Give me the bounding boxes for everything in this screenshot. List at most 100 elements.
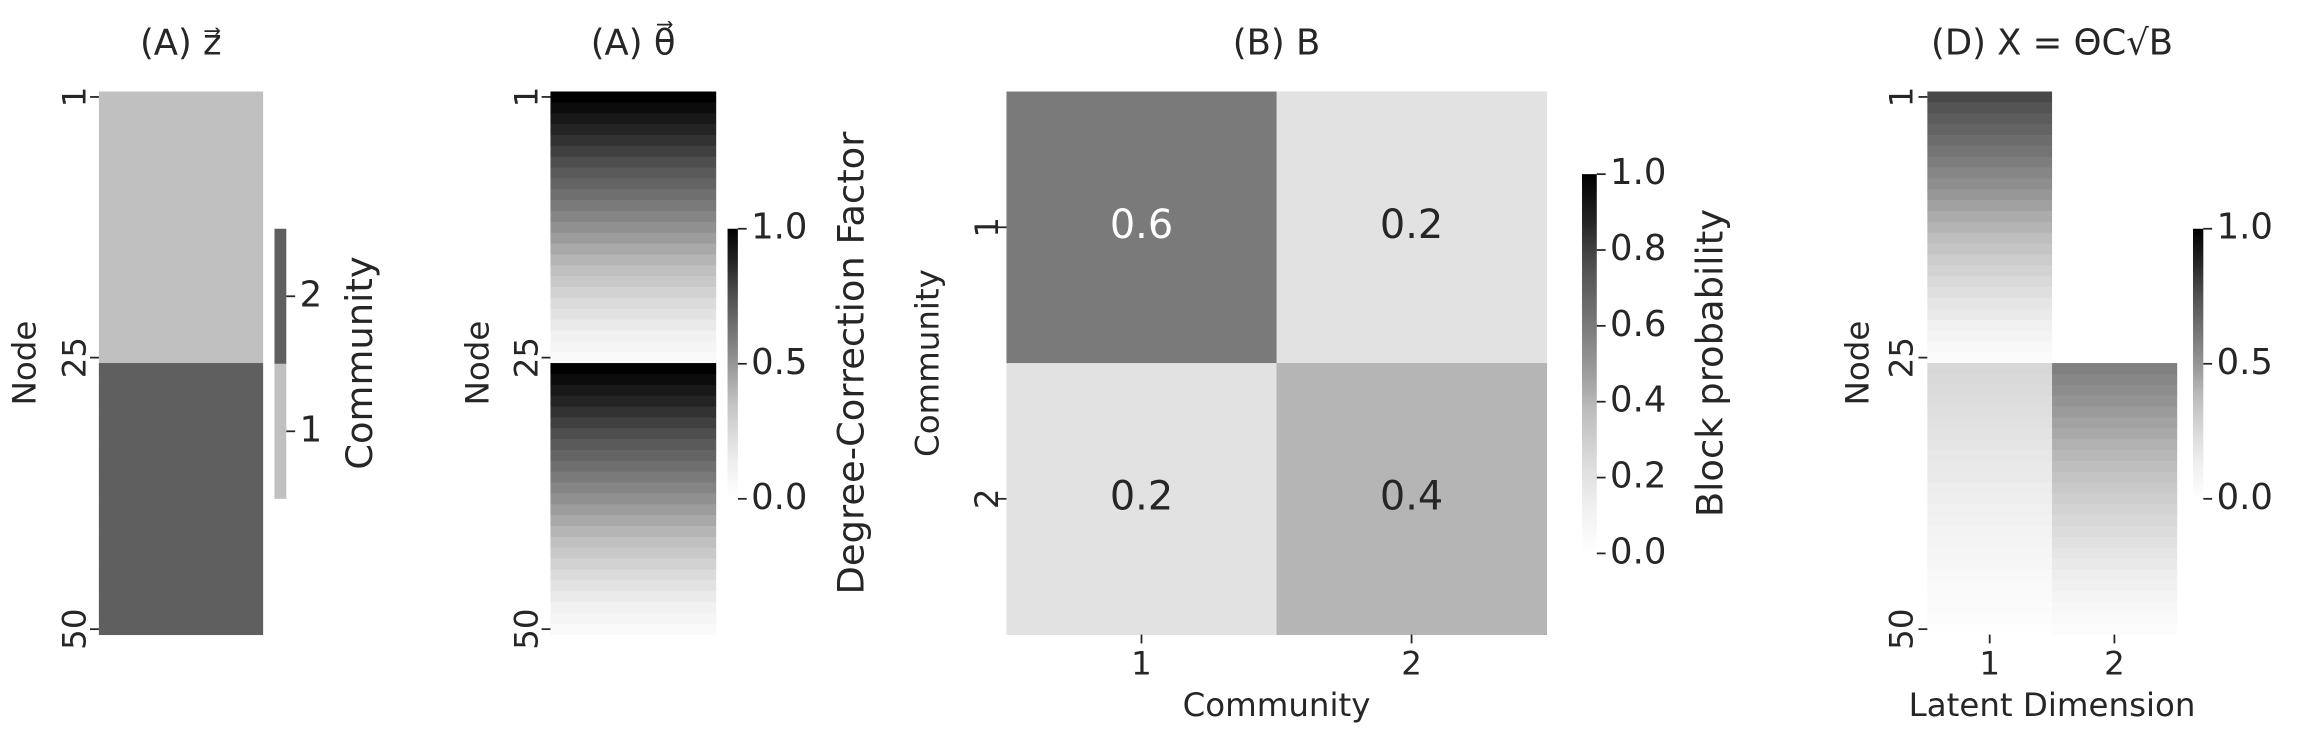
heatmap-cell <box>550 395 717 407</box>
heatmap-cell <box>550 232 717 245</box>
colorbar-tick-label: 0.4 <box>1610 380 1666 421</box>
heatmap-cell <box>550 602 717 614</box>
heatmap-cell <box>2052 297 2178 310</box>
heatmap-cell <box>1927 221 2053 234</box>
heatmap-cell <box>1927 569 2053 581</box>
colorbar-tick-label: 0.0 <box>1610 531 1666 572</box>
heatmap-cell <box>98 580 264 592</box>
heatmap-cell <box>1276 363 1548 636</box>
colorbar-tick-label: 1.0 <box>2217 207 2273 248</box>
heatmap-cell <box>2052 493 2178 505</box>
heatmap-cell <box>1927 124 2053 136</box>
heatmap-cell <box>1927 297 2053 310</box>
heatmap-cell <box>1927 276 2053 288</box>
colorbar <box>727 228 738 499</box>
heatmap-cell <box>98 504 264 516</box>
heatmap-cell <box>1927 113 2053 125</box>
heatmap-cell <box>98 547 264 560</box>
heatmap-cell <box>550 471 717 483</box>
heatmap-cell <box>2052 449 2178 462</box>
heatmap-cell <box>550 341 717 353</box>
heatmap-cell <box>1927 525 2053 538</box>
heatmap-cell <box>1927 254 2053 266</box>
heatmap-cell <box>2052 428 2178 440</box>
heatmap-cell <box>1927 91 2053 103</box>
x-tick-label: 2 <box>1401 645 1422 683</box>
y-tick-label: 25 <box>56 337 94 378</box>
heatmap-cell <box>2052 210 2178 223</box>
heatmap-cell <box>98 113 264 125</box>
heatmap-cell <box>98 569 264 581</box>
heatmap-cell <box>550 580 717 592</box>
heatmap-cell <box>1927 145 2053 158</box>
y-tick-label: 50 <box>507 609 545 650</box>
heatmap-cell <box>2052 102 2178 114</box>
colorbar-tick-label: 1.0 <box>1610 152 1666 193</box>
heatmap-cell <box>550 591 717 603</box>
heatmap-cell <box>1927 623 2053 636</box>
heatmap-cell <box>550 384 717 397</box>
heatmap-cell <box>98 145 264 158</box>
heatmap-cell <box>2052 623 2178 636</box>
heatmap-cell <box>2052 580 2178 592</box>
heatmap-cell <box>98 319 264 331</box>
colorbar-tick-label: 2 <box>300 274 323 315</box>
heatmap-cell <box>1006 363 1277 636</box>
heatmap-cell <box>98 276 264 288</box>
heatmap-cell <box>98 417 264 429</box>
heatmap-cell <box>98 460 264 473</box>
heatmap-cell <box>1927 308 2053 321</box>
heatmap-cell <box>550 558 717 570</box>
heatmap-cell <box>2052 417 2178 429</box>
heatmap-cell <box>1927 200 2053 212</box>
heatmap-cell <box>98 525 264 538</box>
colorbar-tick-label: 0.2 <box>1610 456 1666 497</box>
heatmap-cell <box>550 330 717 342</box>
heatmap-cell <box>550 482 717 494</box>
heatmap-cell <box>1927 167 2053 179</box>
heatmap-cell <box>550 308 717 321</box>
heatmap-cell <box>550 178 717 190</box>
y-tick-label: 1 <box>968 217 1006 238</box>
heatmap-cell <box>2052 471 2178 483</box>
heatmap-cell <box>550 319 717 331</box>
heatmap-cell <box>98 297 264 310</box>
y-axis-label: Node <box>6 321 44 406</box>
x-tick-label: 1 <box>1979 645 2000 683</box>
heatmap-cell <box>2052 547 2178 560</box>
heatmap-cell <box>550 515 717 527</box>
heatmap-cell <box>2052 558 2178 570</box>
heatmap-cell <box>98 471 264 483</box>
heatmap-cell <box>1927 232 2053 245</box>
panel-title: (A) θ⃗ <box>591 21 676 63</box>
colorbar-tick-label: 0.0 <box>751 477 807 518</box>
colorbar-tick-label: 1 <box>300 409 323 450</box>
heatmap-cell <box>2052 352 2178 364</box>
heatmap-cell <box>550 352 717 364</box>
heatmap-cell <box>98 373 264 386</box>
heatmap-cell <box>2052 515 2178 527</box>
heatmap-cell <box>1927 515 2053 527</box>
heatmap-cell <box>2052 243 2178 255</box>
heatmap-cell <box>98 287 264 299</box>
heatmap-cell <box>98 124 264 136</box>
cell-label: 0.2 <box>1380 202 1443 248</box>
heatmap-cell <box>1927 547 2053 560</box>
heatmap-cell <box>2052 221 2178 234</box>
heatmap-cell <box>1927 612 2053 625</box>
heatmap-cell <box>1927 395 2053 407</box>
heatmap-cell <box>98 449 264 462</box>
heatmap-cell <box>2052 178 2178 190</box>
heatmap-cell <box>98 558 264 570</box>
heatmap-cell <box>98 232 264 245</box>
heatmap-cell <box>98 493 264 505</box>
heatmap-cell <box>98 612 264 625</box>
heatmap-cell <box>550 200 717 212</box>
heatmap-cell <box>98 482 264 494</box>
heatmap-cell <box>2052 341 2178 353</box>
y-axis-label: Community <box>909 269 947 457</box>
heatmap-cell <box>1927 558 2053 570</box>
heatmap-cell <box>550 221 717 234</box>
colorbar-segment <box>274 228 287 364</box>
heatmap-cell <box>550 254 717 266</box>
